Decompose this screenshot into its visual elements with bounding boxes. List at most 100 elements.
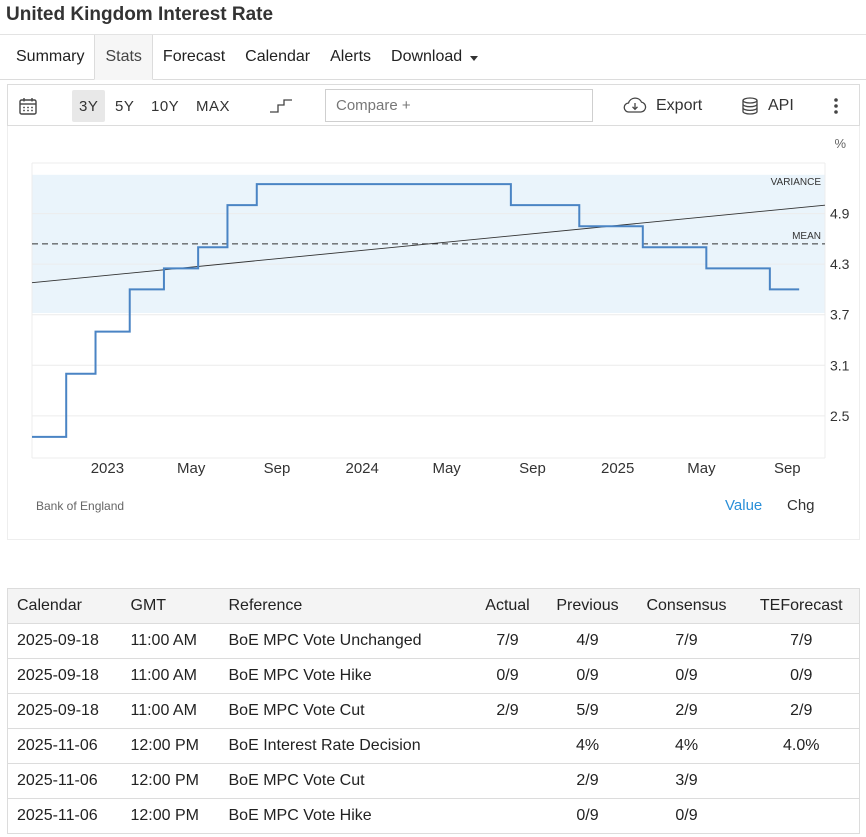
tab-calendar[interactable]: Calendar [235, 35, 320, 79]
calendar-teforecast: 0/9 [743, 658, 860, 694]
calendar-consensus: 0/9 [629, 798, 744, 834]
table-row[interactable]: 2025-09-18 11:00 AM BoE MPC Vote Unchanged… [7, 623, 860, 659]
calendar-previous: 0/9 [545, 658, 630, 694]
range-10y-button[interactable]: 10Y [151, 97, 180, 115]
api-label: API [768, 97, 794, 114]
page-title: United Kingdom Interest Rate [6, 4, 274, 25]
calendar-previous: 5/9 [545, 693, 630, 729]
export-label: Export [656, 97, 703, 114]
calendar-actual: 2/9 [469, 693, 546, 729]
tab-download[interactable]: Download [381, 35, 488, 79]
calendar-reference[interactable]: BoE MPC Vote Unchanged [219, 623, 470, 659]
y-tick-label: 4.3 [830, 256, 850, 272]
calendar-previous: 4% [545, 728, 630, 764]
tab-summary[interactable]: Summary [0, 35, 94, 79]
calendar-previous: 4/9 [545, 623, 630, 659]
calendar-time: 12:00 PM [121, 728, 220, 764]
interest-rate-chart: VARIANCE MEAN % 2.5 3.1 3.7 4.3 4.9 2023 May S… [31, 136, 850, 477]
table-row[interactable]: 2025-09-18 11:00 AM BoE MPC Vote Cut 2/9 5/9… [7, 693, 860, 729]
range-5y-button[interactable]: 5Y [115, 97, 135, 115]
calendar-date: 2025-11-06 [7, 763, 122, 799]
change-toggle[interactable]: Chg [787, 497, 815, 514]
header-actual: Actual [469, 588, 546, 624]
calendar-actual: 7/9 [469, 623, 546, 659]
header-previous: Previous [545, 588, 630, 624]
calendar-icon [19, 98, 37, 115]
calendar-teforecast [743, 798, 860, 834]
calendar-time: 11:00 AM [121, 658, 220, 694]
calendar-consensus: 3/9 [629, 763, 744, 799]
tab-alerts[interactable]: Alerts [320, 35, 381, 79]
chart-container [7, 126, 860, 540]
series-line [32, 183, 800, 438]
tab-stats-label: Stats [105, 48, 142, 65]
calendar-time: 11:00 AM [121, 623, 220, 659]
calendar-reference[interactable]: BoE Interest Rate Decision [219, 728, 470, 764]
header-gmt: GMT [121, 588, 220, 624]
calendar-date: 2025-11-06 [7, 728, 122, 764]
calendar-previous: 2/9 [545, 763, 630, 799]
x-tick-label: May [177, 460, 206, 477]
cloud-download-icon [623, 97, 647, 113]
x-tick-label: 2025 [601, 460, 634, 477]
range-max-button[interactable]: MAX [196, 97, 231, 115]
compare-input[interactable] [325, 89, 593, 122]
table-row[interactable]: 2025-11-06 12:00 PM BoE Interest Rate Deci… [7, 728, 860, 764]
calendar-date: 2025-09-18 [7, 623, 122, 659]
calendar-reference[interactable]: BoE MPC Vote Cut [219, 693, 470, 729]
header-consensus: Consensus [629, 588, 744, 624]
chevron-down-icon [470, 55, 479, 61]
export-button[interactable]: Export [622, 85, 702, 127]
calendar-actual: 0/9 [469, 658, 546, 694]
calendar-consensus: 7/9 [629, 623, 744, 659]
calendar-consensus: 2/9 [629, 693, 744, 729]
x-tick-label: Sep [774, 460, 801, 477]
calendar-table: Calendar GMT Reference Actual Previous C… [7, 588, 860, 834]
chart-type-button[interactable] [268, 85, 294, 127]
calendar-time: 12:00 PM [121, 798, 220, 834]
value-toggle[interactable]: Value [725, 497, 763, 514]
calendar-reference[interactable]: BoE MPC Vote Hike [219, 798, 470, 834]
unit-label: % [834, 136, 846, 151]
date-picker-button[interactable] [18, 85, 38, 127]
table-row[interactable]: 2025-11-06 12:00 PM BoE MPC Vote Cut 2/9 3/9 [7, 763, 860, 799]
x-tick-label: May [432, 460, 461, 477]
calendar-previous: 0/9 [545, 798, 630, 834]
calendar-time: 11:00 AM [121, 693, 220, 729]
tab-stats[interactable]: Stats [94, 35, 153, 80]
calendar-date: 2025-11-06 [7, 798, 122, 834]
calendar-date: 2025-09-18 [7, 658, 122, 694]
calendar-reference[interactable]: BoE MPC Vote Cut [219, 763, 470, 799]
source-label: Bank of England [36, 499, 125, 513]
tab-forecast[interactable]: Forecast [153, 35, 235, 79]
range-3y-button[interactable]: 3Y [72, 90, 106, 122]
chart-toolbar: 3Y 5Y 10Y MAX Export API [7, 84, 860, 126]
header-teforecast: TEForecast [743, 588, 860, 624]
x-tick-label: 2023 [91, 460, 124, 477]
calendar-actual [469, 728, 546, 764]
calendar-consensus: 4% [629, 728, 744, 764]
x-axis-ticks: 2023 May Sep 2024 May Sep 2025 May Sep [91, 460, 801, 477]
calendar-actual [469, 798, 546, 834]
tab-forecast-label: Forecast [162, 48, 226, 65]
calendar-teforecast: 7/9 [743, 623, 860, 659]
api-button[interactable]: API [740, 85, 794, 127]
x-tick-label: 2024 [345, 460, 378, 477]
mean-label: MEAN [792, 231, 821, 242]
x-tick-label: Sep [519, 460, 546, 477]
calendar-header-row: Calendar GMT Reference Actual Previous C… [7, 588, 860, 624]
grid-lines [31, 162, 826, 459]
calendar-teforecast [743, 763, 860, 799]
tab-calendar-label: Calendar [245, 48, 311, 65]
calendar-date: 2025-09-18 [7, 693, 122, 729]
header-reference: Reference [219, 588, 470, 624]
calendar-actual [469, 763, 546, 799]
table-row[interactable]: 2025-09-18 11:00 AM BoE MPC Vote Hike 0/9 0/… [7, 658, 860, 694]
table-row[interactable]: 2025-11-06 12:00 PM BoE MPC Vote Hike 0/9 0/… [7, 798, 860, 834]
y-tick-label: 2.5 [830, 408, 850, 424]
calendar-reference[interactable]: BoE MPC Vote Hike [219, 658, 470, 694]
y-tick-label: 3.7 [830, 307, 850, 323]
step-chart-icon [270, 99, 292, 113]
more-options-button[interactable] [832, 85, 840, 127]
y-tick-label: 3.1 [830, 357, 850, 373]
